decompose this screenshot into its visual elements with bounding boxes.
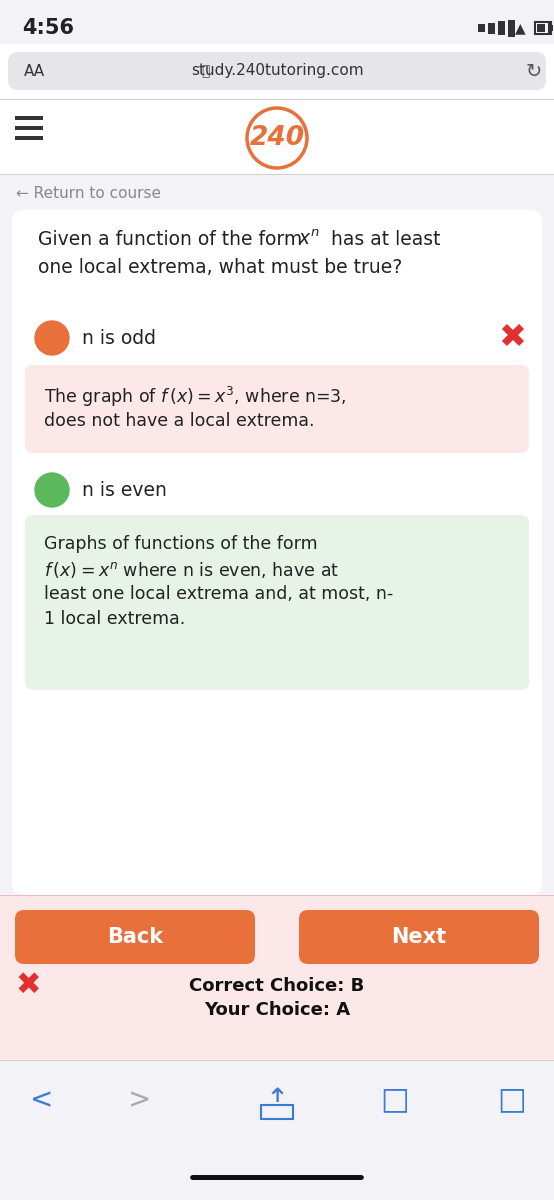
Text: least one local extrema and, at most, n-: least one local extrema and, at most, n- [44,584,393,602]
Bar [537,24,545,32]
Text: does not have a local extrema.: does not have a local extrema. [44,412,315,430]
Bar [536,23,548,32]
Text: n is even: n is even [82,480,167,499]
Bar [15,126,43,130]
Bar [0,895,554,1060]
Text: ▲: ▲ [515,20,525,35]
Text: one local extrema, what must be true?: one local extrema, what must be true? [38,258,402,277]
Bar [0,0,554,44]
Text: ✖: ✖ [16,971,41,1000]
Bar [478,24,485,32]
Text: ⚺: ⚺ [201,64,209,78]
FancyBboxPatch shape [15,910,255,964]
Bar [488,23,495,34]
Bar [508,20,515,37]
Circle shape [247,108,307,168]
Bar [15,116,43,120]
Text: $f\,(x) = x^n$ where n is even, have at: $f\,(x) = x^n$ where n is even, have at [44,560,339,580]
Text: ← Return to course: ← Return to course [16,186,161,200]
Text: Back: Back [107,926,163,947]
Text: ↻: ↻ [526,61,542,80]
Bar [0,100,554,175]
Text: ✖: ✖ [498,322,526,354]
Text: Your Choice: A: Your Choice: A [204,1001,350,1019]
Text: The graph of $f\,(x) = x^3$, where n=3,: The graph of $f\,(x) = x^3$, where n=3, [44,385,347,409]
FancyBboxPatch shape [25,515,529,690]
Bar [15,136,43,139]
Text: $x^n$: $x^n$ [298,230,320,250]
Bar [498,20,505,35]
Text: has at least: has at least [325,230,440,248]
Text: Correct Choice: B: Correct Choice: B [189,977,365,995]
FancyBboxPatch shape [25,365,529,452]
Circle shape [35,473,69,506]
Text: □: □ [497,1086,526,1115]
Text: <: < [30,1086,54,1114]
Bar [0,1060,554,1200]
Text: >: > [129,1086,152,1114]
Text: study.240tutoring.com: study.240tutoring.com [191,64,363,78]
FancyBboxPatch shape [12,210,542,895]
Bar [0,44,554,100]
Text: AA: AA [24,64,45,78]
Text: ↑: ↑ [265,1086,289,1114]
FancyBboxPatch shape [8,52,546,90]
Text: Given a function of the form: Given a function of the form [38,230,308,248]
Text: n is odd: n is odd [82,329,156,348]
FancyBboxPatch shape [299,910,539,964]
Text: 240: 240 [249,125,305,151]
FancyBboxPatch shape [190,1175,364,1180]
Text: 1 local extrema.: 1 local extrema. [44,610,185,628]
Text: 4:56: 4:56 [22,18,74,38]
Text: □: □ [381,1086,409,1115]
Bar [0,175,554,210]
Text: Next: Next [392,926,447,947]
Bar [261,1105,293,1118]
Circle shape [35,320,69,355]
Bar [551,25,553,31]
Text: Graphs of functions of the form: Graphs of functions of the form [44,535,317,553]
Bar [269,1102,285,1116]
Bar [535,22,551,34]
